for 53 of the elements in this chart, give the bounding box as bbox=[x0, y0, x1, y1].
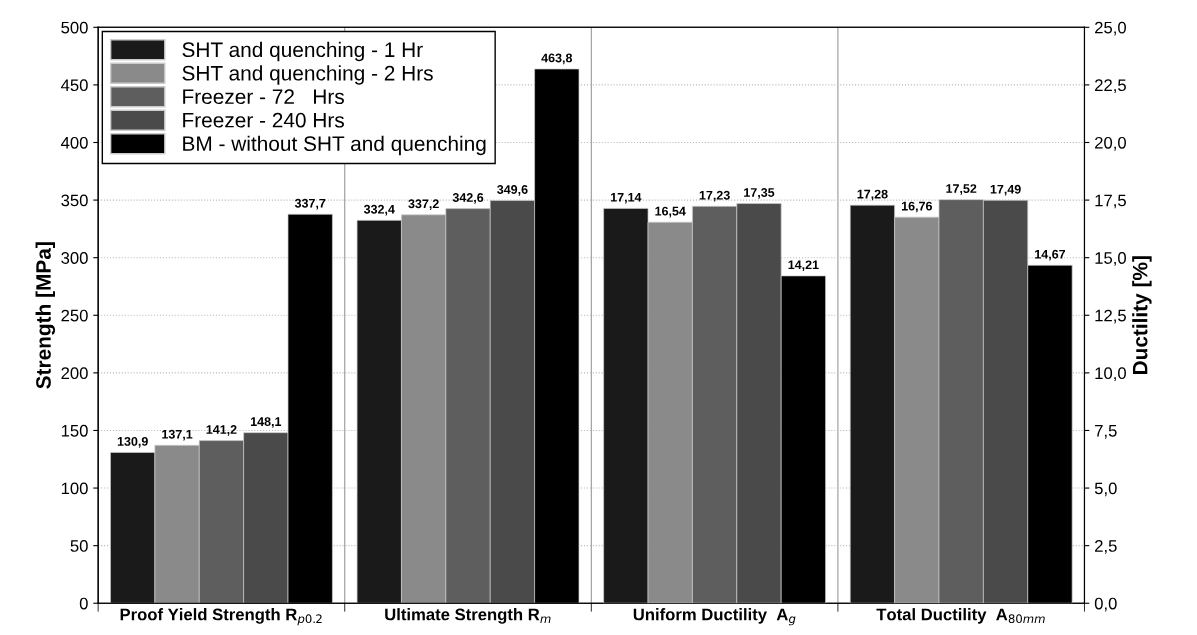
legend-label: Freezer - 240 Hrs bbox=[183, 112, 344, 128]
y2-axis-title: Ductility [%] bbox=[1132, 256, 1152, 375]
data-label: 17,35 bbox=[744, 188, 775, 199]
data-label: 16,54 bbox=[655, 206, 686, 218]
legend-label: SHT and quenching - 1 Hr bbox=[182, 41, 423, 62]
legend-label: BM - without SHT and quenching bbox=[183, 135, 486, 156]
data-label: 337,7 bbox=[294, 198, 326, 210]
x-tick-label: Uniform Ductility A$_{g}$ bbox=[633, 608, 796, 626]
y2-tick-label: 12,5 bbox=[1095, 309, 1126, 324]
data-label: 141,2 bbox=[206, 425, 237, 436]
y-tick-label: 350 bbox=[61, 194, 88, 207]
data-label: 337,2 bbox=[408, 199, 439, 211]
y2-tick-label: 25,0 bbox=[1095, 21, 1126, 36]
y2-tick-label: 7,5 bbox=[1095, 425, 1117, 439]
x-tick-label: Proof Yield Strength R$_{p0.2}$ bbox=[120, 608, 322, 626]
x-tick-label: Ultimate Strength R$_{m}$ bbox=[385, 608, 551, 624]
data-label: 17,14 bbox=[610, 193, 642, 204]
x-tick-label: Total Ductility A$_{80mm}$ bbox=[876, 608, 1045, 624]
data-label: 17,52 bbox=[946, 184, 977, 195]
y-tick-label: 300 bbox=[61, 252, 88, 264]
y2-tick-label: 17,5 bbox=[1095, 194, 1126, 209]
data-label: 349,6 bbox=[497, 185, 528, 196]
data-label: 342,6 bbox=[452, 193, 484, 204]
data-label: 463,8 bbox=[541, 53, 573, 65]
y-tick-label: 400 bbox=[61, 136, 88, 149]
y-tick-label: 100 bbox=[61, 482, 88, 495]
data-label: 130,9 bbox=[117, 436, 148, 448]
data-label: 17,28 bbox=[857, 189, 888, 201]
data-label: 14,67 bbox=[1035, 249, 1066, 261]
data-label: 17,49 bbox=[990, 184, 1021, 196]
data-label: 332,4 bbox=[363, 204, 395, 216]
y-tick-label: 150 bbox=[61, 424, 88, 437]
y-tick-label: 450 bbox=[61, 79, 88, 92]
y2-tick-label: 10,0 bbox=[1095, 367, 1126, 382]
y2-tick-label: 0,0 bbox=[1094, 597, 1117, 612]
y-tick-label: 50 bbox=[70, 540, 88, 552]
y-tick-label: 250 bbox=[61, 309, 88, 322]
y2-tick-label: 22,5 bbox=[1095, 79, 1126, 94]
y2-tick-label: 15,0 bbox=[1095, 252, 1126, 266]
y2-tick-label: 5,0 bbox=[1094, 482, 1117, 497]
legend-label: SHT and quenching - 2 Hrs bbox=[182, 65, 433, 85]
y-tick-label: 500 bbox=[61, 21, 88, 34]
data-label: 17,23 bbox=[699, 190, 730, 202]
data-label: 14,21 bbox=[788, 260, 819, 272]
data-label: 148,1 bbox=[250, 417, 282, 428]
y-tick-label: 0 bbox=[79, 597, 88, 610]
y-axis-title: Strength [MPa] bbox=[35, 242, 56, 389]
y-tick-label: 200 bbox=[61, 367, 88, 380]
y2-tick-label: 20,0 bbox=[1095, 136, 1126, 151]
y2-tick-label: 2,5 bbox=[1095, 540, 1117, 554]
data-label: 16,76 bbox=[901, 201, 932, 213]
legend-label: Freezer - 72 Hrs bbox=[183, 89, 344, 105]
data-label: 137,1 bbox=[162, 429, 193, 441]
